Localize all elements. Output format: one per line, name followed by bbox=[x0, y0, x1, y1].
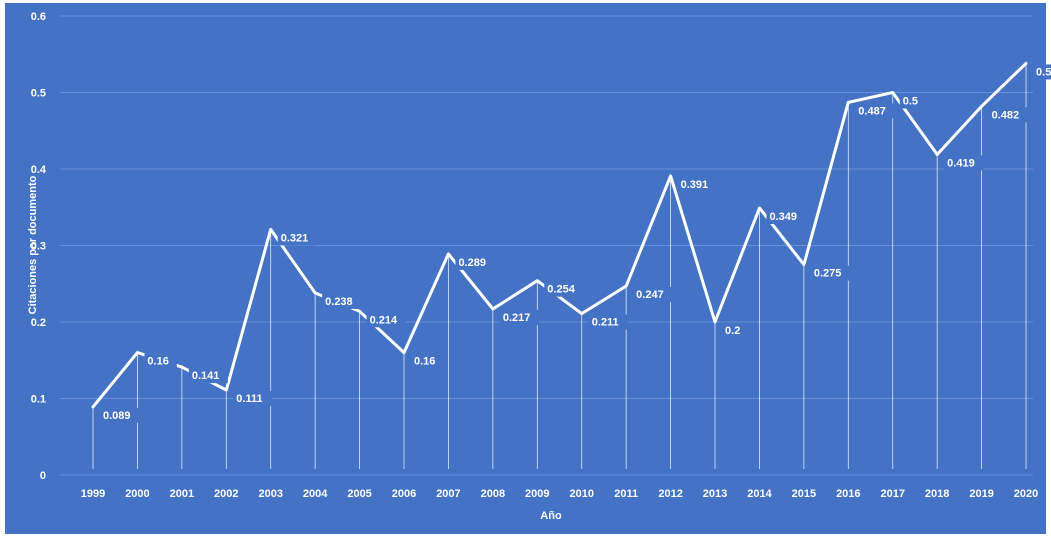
y-axis-title: Citaciones por documento bbox=[27, 175, 39, 314]
x-tick-label: 2014 bbox=[747, 488, 772, 500]
data-label-box bbox=[988, 107, 1028, 123]
y-tick-label: 0.3 bbox=[31, 241, 46, 253]
x-tick-label: 2013 bbox=[703, 488, 727, 500]
chart-background bbox=[5, 3, 1046, 534]
data-label-box bbox=[188, 368, 228, 384]
data-label: 0.214 bbox=[370, 314, 398, 326]
data-label: 0.16 bbox=[414, 356, 435, 368]
x-tick-label: 2015 bbox=[792, 488, 816, 500]
data-label-box bbox=[810, 265, 850, 281]
x-tick-label: 2012 bbox=[658, 488, 682, 500]
data-label: 0.289 bbox=[458, 257, 486, 269]
x-tick-label: 2010 bbox=[569, 488, 593, 500]
data-label: 0.238 bbox=[325, 296, 353, 308]
series-line bbox=[91, 61, 1028, 409]
y-tick-label: 0.6 bbox=[31, 11, 46, 23]
y-tick-label: 0.4 bbox=[31, 164, 47, 176]
data-labels: 0.089 0.16 0.141 0.111 0.321 0.238 0.214 0.16 0.… bbox=[100, 64, 1051, 423]
data-label-box bbox=[366, 312, 406, 328]
data-label-box bbox=[100, 407, 139, 423]
data-label-box bbox=[411, 353, 444, 369]
data-label: 0.482 bbox=[992, 109, 1020, 121]
data-label: 0.5 bbox=[903, 96, 918, 108]
x-tick-label: 2018 bbox=[925, 488, 949, 500]
x-tick-label: 2004 bbox=[303, 488, 328, 500]
data-label-box bbox=[455, 254, 495, 270]
data-label-box bbox=[1033, 64, 1051, 80]
data-label: 0.419 bbox=[947, 157, 975, 169]
data-label: 0.321 bbox=[281, 232, 309, 244]
data-label-box bbox=[899, 93, 926, 109]
x-tick-label: 2017 bbox=[880, 488, 904, 500]
x-axis-ticks: 1999 2000 2001 2002 2003 2004 2005 2006 2007 2008… bbox=[81, 488, 1039, 500]
x-tick-label: 2007 bbox=[436, 488, 460, 500]
y-tick-label: 0.2 bbox=[31, 317, 46, 329]
data-label-box bbox=[633, 287, 673, 303]
data-label: 0.111 bbox=[236, 393, 262, 405]
x-tick-label: 2000 bbox=[125, 488, 149, 500]
data-label-box bbox=[588, 314, 628, 330]
data-label: 0.349 bbox=[769, 211, 797, 223]
data-label: 0.254 bbox=[547, 284, 575, 296]
x-tick-label: 2001 bbox=[170, 488, 194, 500]
data-label-box bbox=[144, 353, 177, 369]
drop-lines bbox=[92, 63, 1027, 469]
data-label-box bbox=[855, 103, 895, 119]
x-tick-label: 2005 bbox=[347, 488, 371, 500]
data-label: 0.2 bbox=[725, 325, 740, 337]
data-label-box bbox=[277, 230, 317, 246]
data-label-box bbox=[322, 293, 362, 309]
data-label: 0.538 bbox=[1036, 66, 1051, 78]
x-tick-label: 2008 bbox=[481, 488, 505, 500]
data-label-box bbox=[944, 155, 984, 171]
data-label-box bbox=[677, 176, 717, 192]
x-tick-label: 2009 bbox=[525, 488, 549, 500]
x-tick-label: 2002 bbox=[214, 488, 238, 500]
x-tick-label: 2020 bbox=[1014, 488, 1038, 500]
x-tick-label: 2016 bbox=[836, 488, 860, 500]
y-tick-label: 0.1 bbox=[31, 394, 46, 406]
x-tick-label: 2003 bbox=[258, 488, 282, 500]
data-label: 0.247 bbox=[636, 289, 664, 301]
x-tick-label: 2019 bbox=[969, 488, 993, 500]
data-label-box bbox=[233, 391, 273, 407]
data-label: 0.275 bbox=[814, 268, 842, 280]
data-label: 0.391 bbox=[681, 179, 709, 191]
y-tick-label: 0.5 bbox=[31, 88, 46, 100]
data-label: 0.141 bbox=[192, 370, 220, 382]
x-axis-title: Año bbox=[540, 510, 562, 522]
grid-lines bbox=[60, 15, 1033, 476]
x-tick-label: 2006 bbox=[392, 488, 416, 500]
y-axis-ticks: 0 0.1 0.2 0.3 0.4 0.5 0.6 bbox=[31, 11, 47, 482]
y-tick-label: 0 bbox=[40, 470, 46, 482]
data-label-box bbox=[722, 323, 748, 338]
x-tick-label: 1999 bbox=[81, 488, 105, 500]
data-label: 0.217 bbox=[503, 312, 531, 324]
x-tick-label: 2011 bbox=[614, 488, 638, 500]
data-label-box bbox=[544, 281, 584, 297]
data-label: 0.089 bbox=[103, 410, 131, 422]
data-label-box bbox=[766, 209, 806, 225]
data-label: 0.487 bbox=[858, 105, 886, 117]
data-label: 0.211 bbox=[592, 317, 619, 329]
data-label-box bbox=[499, 309, 539, 325]
data-label: 0.16 bbox=[147, 356, 168, 368]
